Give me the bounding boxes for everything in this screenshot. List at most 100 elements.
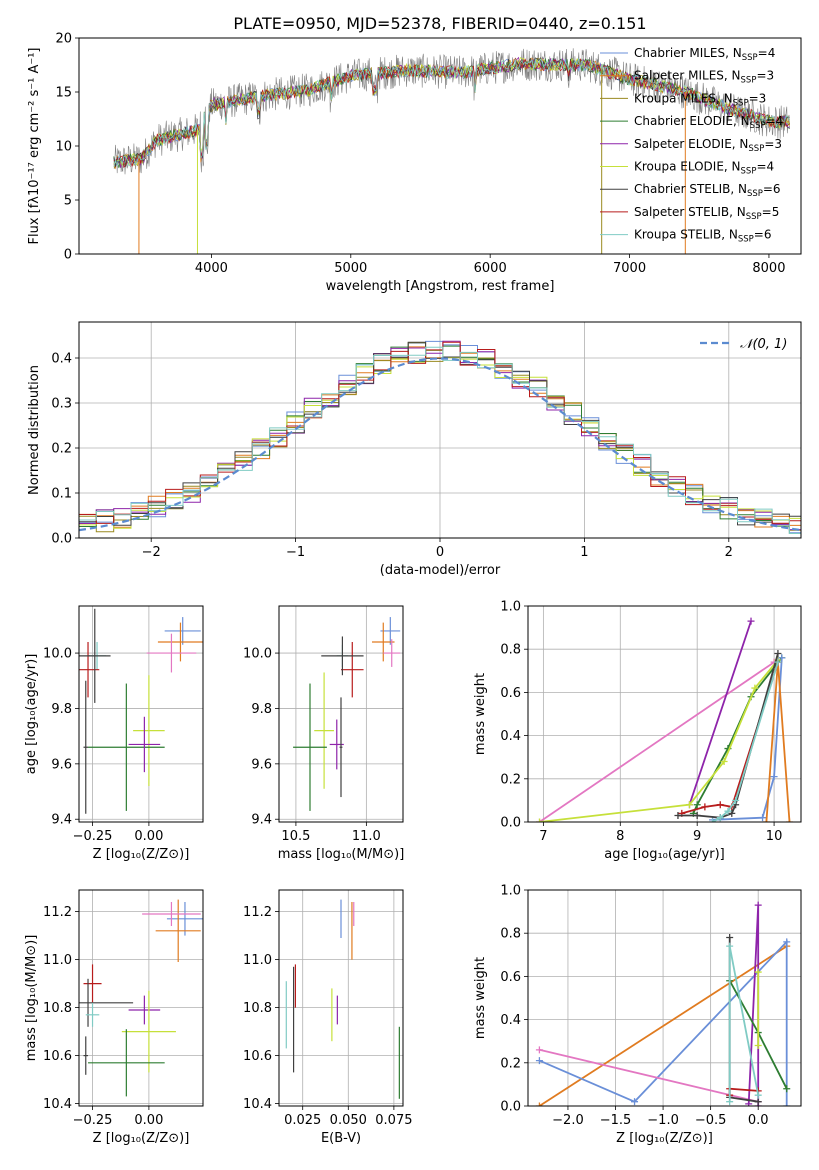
errorbar-point [341,642,364,698]
legend-entry: Kroupa MILES, NSSP=3 [634,91,766,108]
plot-area [79,899,203,1097]
x-axis-label: (data-model)/error [380,563,501,578]
axes-frame [278,889,404,1107]
x-axis-label: wavelength [Angstrom, rest frame] [326,279,555,294]
y-tick-label: 0.6 [500,970,521,985]
panel-ebv_mass: 0.025 0.050 0.075 10.4 10.6 10.8 11.0 11.2 E(B-V… [243,889,412,1146]
y-tick-label: 0.4 [500,729,521,744]
y-axis-label: Flux [fλ10⁻¹⁷ erg cm⁻² s⁻¹ A⁻¹] [27,48,42,245]
x-tick-label: 1 [580,545,588,560]
weight-point [631,1098,639,1106]
weight-point [726,942,734,950]
x-tick-label: 10 [766,829,783,844]
x-tick-label: 6000 [474,261,507,276]
x-tick-label: −0.25 [73,829,113,844]
y-tick-label: 10.8 [243,1001,272,1016]
plot-area [79,608,203,814]
x-tick-label: −0.25 [73,1113,113,1128]
legend-entry: Chabrier ELODIE, NSSP=4 [634,114,783,131]
y-tick-label: 0.0 [500,816,521,831]
legend-entry: Salpeter ELODIE, NSSP=3 [634,137,782,154]
histogram-kroupa_stelib [79,346,801,534]
x-axis-label: Z [log₁₀(Z/Z⊙)] [93,1131,190,1146]
plot-area [293,617,401,811]
x-tick-label: 7000 [613,261,646,276]
y-tick-label: 20 [55,32,72,47]
weight-point [701,803,709,811]
errorbar-point [383,639,401,667]
legend-entry: Salpeter STELIB, NSSP=5 [634,205,779,222]
y-tick-label: 10.6 [243,1049,272,1064]
y-tick-label: 0.8 [500,927,521,942]
weight-point [716,801,724,809]
weight-point [754,968,762,976]
weight-point [693,801,701,809]
x-tick-label: 8 [616,829,624,844]
weight-point [783,938,791,946]
errorbar-point [146,633,197,673]
weight-series-pink [538,661,775,822]
weight-point [674,812,682,820]
x-axis-label: Z [log₁₀(Z/Z⊙)] [616,1131,713,1146]
y-tick-label: 9.8 [51,702,72,717]
weight-point [754,1098,762,1106]
panel-age_weight: 7 8 9 10 0.0 0.2 0.4 0.6 0.8 1.0 age [log₁₀(age/yr… [473,600,802,862]
weight-series-chabrier_miles [539,939,788,1106]
x-tick-label: 4000 [195,261,228,276]
y-tick-label: 0.0 [51,532,72,547]
weight-point [747,617,755,625]
x-tick-label: −1.0 [647,1113,679,1128]
weight-point [535,1057,543,1065]
x-tick-label: −2.0 [552,1113,584,1128]
x-axis-label: E(B-V) [321,1131,361,1146]
x-axis-label: Z [log₁₀(Z/Z⊙)] [93,847,190,862]
x-axis-label: age [log₁₀(age/yr)] [604,847,725,862]
weight-series-salpeter_elodie [747,905,760,1106]
y-tick-label: 10.0 [243,647,272,662]
errorbar-point [121,990,176,1073]
errorbar-point [329,719,344,770]
x-tick-label: 2 [725,545,733,560]
legend-entry: Salpeter MILES, NSSP=3 [634,69,774,86]
x-tick-label: −2 [142,545,161,560]
y-axis-label: mass weight [473,957,488,1039]
y-tick-label: 11.2 [43,905,72,920]
y-axis-label: Normed distribution [27,365,42,495]
plot-area [79,340,801,534]
histogram-chabrier_miles [79,340,801,534]
x-tick-label: −1 [286,545,305,560]
weight-point [770,773,778,781]
errorbar-point [83,1036,89,1075]
weight-point [724,807,732,815]
histogram-kroupa_miles [79,342,801,533]
errorbar-point [79,978,134,1027]
figure-title: PLATE=0950, MJD=52378, FIBERID=0440, z=0… [233,14,646,33]
errorbar-point [339,697,343,798]
axes-frame [527,889,802,1107]
panel-z_mass: −0.25 0.00 10.4 10.6 10.8 11.0 11.2 Z [log₁₀(Z/… [24,889,204,1146]
weight-point [774,658,782,666]
weight-point [785,818,793,822]
x-tick-label: −0.5 [695,1113,727,1128]
y-tick-label: 10.4 [43,1097,72,1112]
errorbar-point [321,636,364,676]
legend-entry: 𝒩(0, 1) [740,337,787,352]
y-tick-label: 0.2 [500,772,521,787]
x-tick-label: 0.0 [748,1113,769,1128]
y-tick-label: 10.4 [243,1097,272,1112]
panel-residuals: −2 −1 0 1 2 0.0 0.1 0.2 0.3 0.4 (data-model)/error… [27,321,802,578]
y-tick-label: 0.2 [500,1056,521,1071]
weight-point [709,818,717,822]
axes-frame [78,37,802,255]
histogram-chabrier_elodie [79,345,801,534]
y-tick-label: 0.1 [51,487,72,502]
errorbar-point [372,622,395,662]
x-tick-label: 5000 [334,261,367,276]
normal-curve [79,357,801,532]
weight-point [726,1098,734,1106]
y-tick-label: 11.2 [243,905,272,920]
axes-frame [78,605,204,823]
weight-point [754,901,762,909]
